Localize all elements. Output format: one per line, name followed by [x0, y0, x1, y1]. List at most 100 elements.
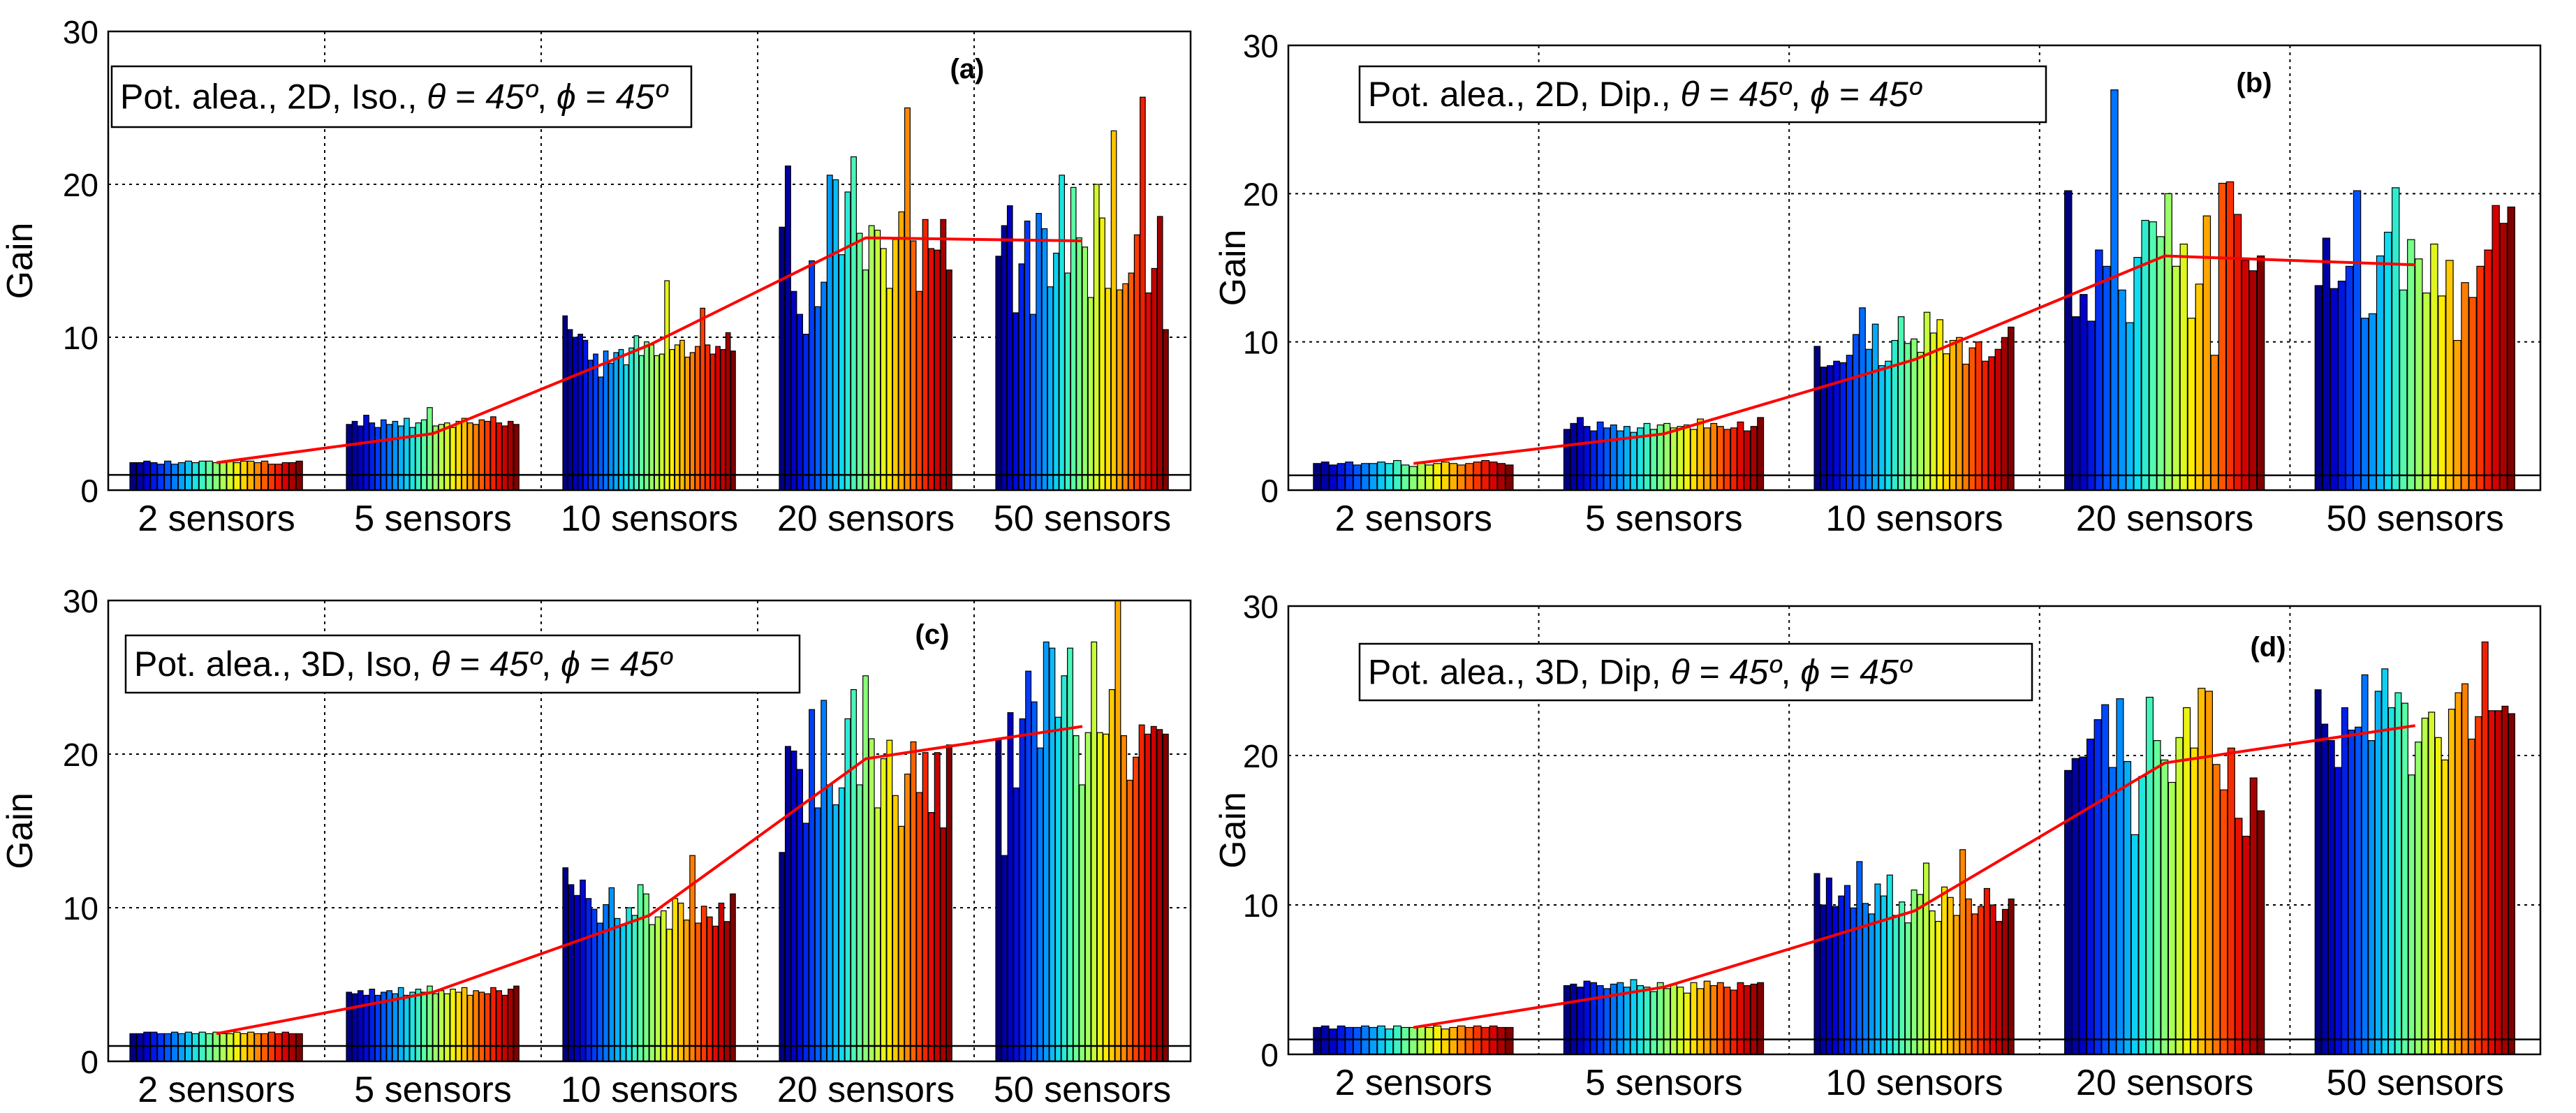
bar	[2421, 717, 2429, 1055]
bar	[1737, 421, 1744, 491]
bar	[177, 462, 186, 491]
bar	[2422, 293, 2431, 491]
bar	[995, 256, 1002, 491]
bar	[2399, 289, 2408, 491]
bar	[2401, 702, 2408, 1055]
bar	[677, 902, 684, 1062]
bar	[2448, 709, 2455, 1055]
legend-text: Pot. alea., 3D, Dip, θ = 45º, ϕ = 45º	[1368, 653, 1913, 692]
bar	[802, 334, 809, 491]
bar	[1623, 987, 1631, 1055]
bar	[1138, 724, 1145, 1062]
bar	[898, 211, 905, 491]
bar	[461, 987, 468, 1062]
bar	[1353, 1026, 1362, 1055]
bar	[1007, 712, 1014, 1062]
bar	[1481, 1026, 1490, 1055]
bar	[1126, 779, 1133, 1062]
bar	[1757, 982, 1765, 1055]
bar	[513, 424, 520, 491]
bar	[1449, 1026, 1458, 1055]
bar	[1703, 427, 1711, 491]
bar	[1576, 417, 1584, 491]
bar	[790, 290, 797, 491]
x-tick-label: 50 sensors	[994, 1070, 1171, 1110]
bar	[1099, 217, 1105, 491]
bar	[1663, 988, 1671, 1055]
bar	[1825, 877, 1832, 1055]
bar	[1019, 718, 1026, 1062]
bar	[1590, 982, 1598, 1055]
bar	[1013, 312, 1019, 491]
bar	[478, 992, 485, 1062]
bar	[267, 464, 276, 491]
bar	[2461, 683, 2468, 1055]
bar	[1076, 237, 1082, 491]
y-tick-label: 20	[1243, 176, 1279, 212]
bar	[1590, 430, 1598, 491]
bar	[1337, 463, 1346, 491]
bar	[862, 270, 869, 491]
bar	[809, 709, 816, 1062]
bar	[567, 329, 573, 491]
bar	[1105, 288, 1112, 491]
bar	[1059, 175, 1066, 491]
bar	[2445, 260, 2454, 491]
bar	[513, 985, 520, 1062]
bar	[1988, 356, 1995, 491]
bar	[669, 348, 675, 491]
bar	[916, 792, 923, 1062]
bar	[404, 418, 410, 491]
bar	[1697, 988, 1705, 1055]
x-tick-label: 50 sensors	[2327, 1063, 2504, 1103]
bar	[664, 280, 670, 491]
legend-equals: =	[580, 644, 620, 684]
bar	[1036, 213, 1042, 491]
legend-prefix: Pot. alea., 3D, Dip,	[1368, 653, 1671, 692]
bar	[1965, 898, 1972, 1055]
bar	[705, 344, 711, 491]
bar	[1978, 906, 1985, 1055]
bar	[856, 784, 863, 1062]
bar	[838, 254, 845, 491]
bar	[1047, 286, 1054, 491]
bar	[1369, 463, 1378, 491]
panel-label: (b)	[2236, 68, 2272, 98]
bar	[1103, 733, 1110, 1062]
x-tick-label: 5 sensors	[354, 499, 511, 539]
legend-phi-value: 45º	[1869, 75, 1923, 114]
bar	[1163, 329, 1169, 491]
bar	[1064, 272, 1071, 491]
bar	[2314, 285, 2323, 491]
bar	[844, 191, 851, 491]
bar	[2110, 89, 2119, 491]
bar	[374, 994, 381, 1062]
bar	[1029, 314, 1036, 491]
bar	[1670, 983, 1677, 1055]
bar	[1001, 855, 1008, 1062]
bar	[219, 462, 227, 491]
x-tick-label: 10 sensors	[1825, 499, 2003, 539]
bar	[1084, 732, 1091, 1062]
bar	[2353, 190, 2362, 491]
x-tick-label: 10 sensors	[1825, 1063, 2003, 1103]
bar	[1037, 747, 1044, 1062]
bar	[150, 462, 158, 491]
bar	[1833, 360, 1840, 491]
bar	[2187, 318, 2196, 491]
bar	[351, 993, 358, 1062]
bar	[1433, 463, 1442, 491]
bar	[945, 744, 952, 1062]
bar	[1941, 886, 1948, 1055]
bar	[2153, 739, 2161, 1055]
bar	[253, 1033, 262, 1062]
bar	[2008, 898, 2015, 1055]
bar	[720, 348, 726, 491]
bar	[874, 230, 881, 491]
bar	[1650, 991, 1658, 1055]
legend-separator: ,	[537, 78, 557, 117]
bar	[466, 994, 473, 1062]
legend-box	[124, 634, 801, 694]
bar	[892, 795, 899, 1062]
bar	[916, 290, 923, 491]
